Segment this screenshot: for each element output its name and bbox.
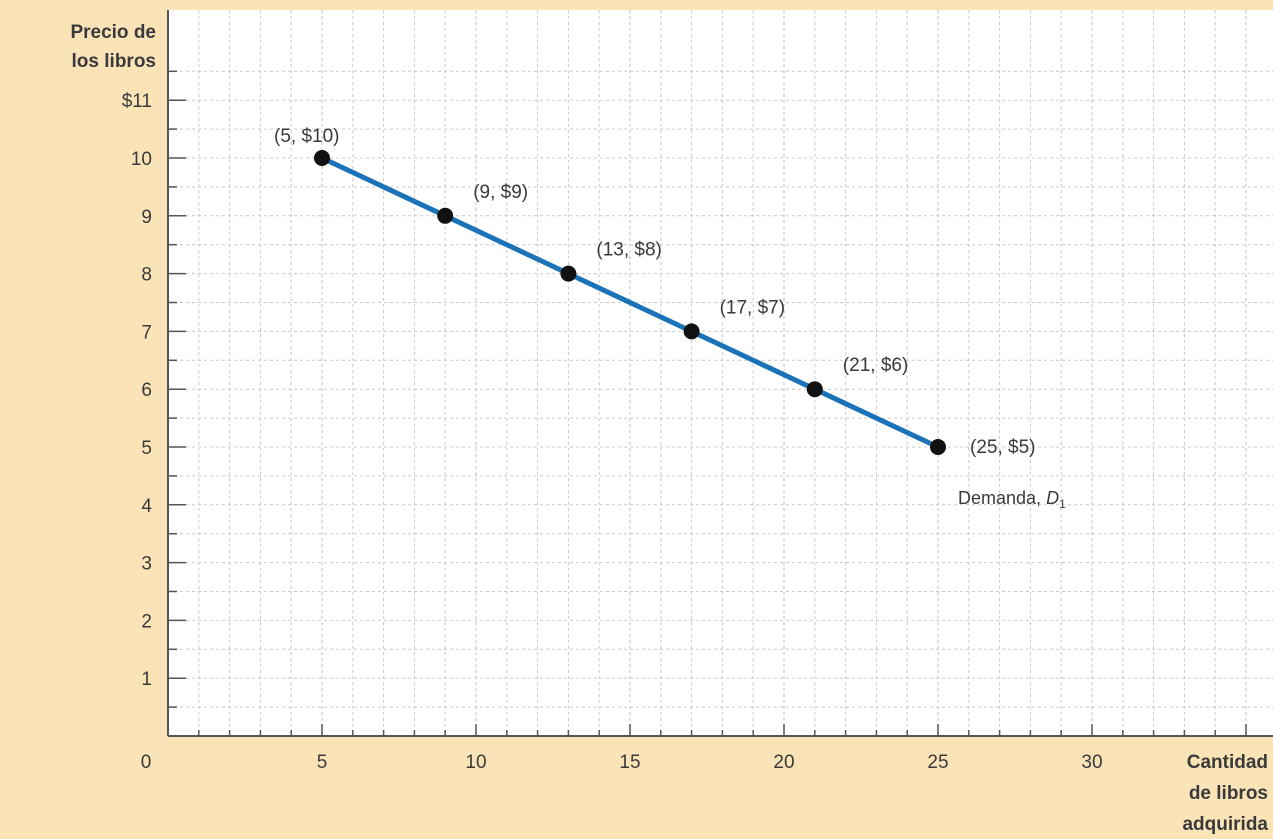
data-point [437,207,454,224]
y-tick-label: 2 [141,611,152,632]
point-label: (17, $7) [720,297,785,318]
series-label-demand: Demanda, D1 [958,488,1066,511]
x-axis-title-line: adquirida [1182,814,1268,835]
x-axis-title: Cantidad de libros adquirida [1182,752,1268,835]
point-label: (5, $10) [274,126,339,147]
x-tick-label: 25 [927,752,948,773]
point-label: (13, $8) [596,240,661,261]
x-tick-label: 10 [465,752,486,773]
y-tick-label: 7 [141,322,152,343]
y-tick-label: 1 [141,669,152,690]
x-axis-title-line: de libros [1189,783,1268,804]
grid [168,10,1273,736]
series-label-subscript: 1 [1059,497,1066,511]
axes [167,10,1273,737]
data-point [683,323,700,340]
series-label-symbol: D [1046,488,1059,508]
point-label: (21, $6) [843,355,908,376]
series-label-text: Demanda, [958,488,1046,508]
x-tick-label: 15 [619,752,640,773]
y-tick-label: 4 [141,496,152,517]
point-label: (9, $9) [473,182,528,203]
demand-line [319,155,941,450]
data-point [314,150,330,166]
y-axis-title: Precio de los libros [70,22,156,72]
data-point [560,265,577,282]
y-axis-ticks: 1 2 3 4 5 6 7 8 9 10 $11 [122,91,153,690]
point-labels: (5, $10) (9, $9) (13, $8) (17, $7) (21, $6) (… [274,126,1035,458]
x-axis-title-line: Cantidad [1187,752,1268,773]
y-axis-title-line: los libros [72,51,156,72]
y-tick-label: 5 [141,438,152,459]
y-tick-label: 8 [141,265,152,286]
y-tick-label: 10 [131,149,152,170]
x-tick-label: 30 [1081,752,1102,773]
point-label: (25, $5) [970,437,1035,458]
x-axis-ticks: 5 10 15 20 25 30 [317,752,1103,773]
origin-label: 0 [141,752,152,773]
data-point [930,439,946,455]
y-axis-title-line: Precio de [70,22,156,43]
y-tick-label: $11 [122,91,152,112]
y-tick-label: 3 [141,554,152,575]
data-point [806,381,823,398]
y-tick-label: 6 [141,380,152,401]
x-tick-label: 5 [317,752,328,773]
series-layer [314,150,946,455]
x-tick-label: 20 [773,752,794,773]
y-tick-label: 9 [141,207,152,228]
plot-area [168,10,1273,736]
